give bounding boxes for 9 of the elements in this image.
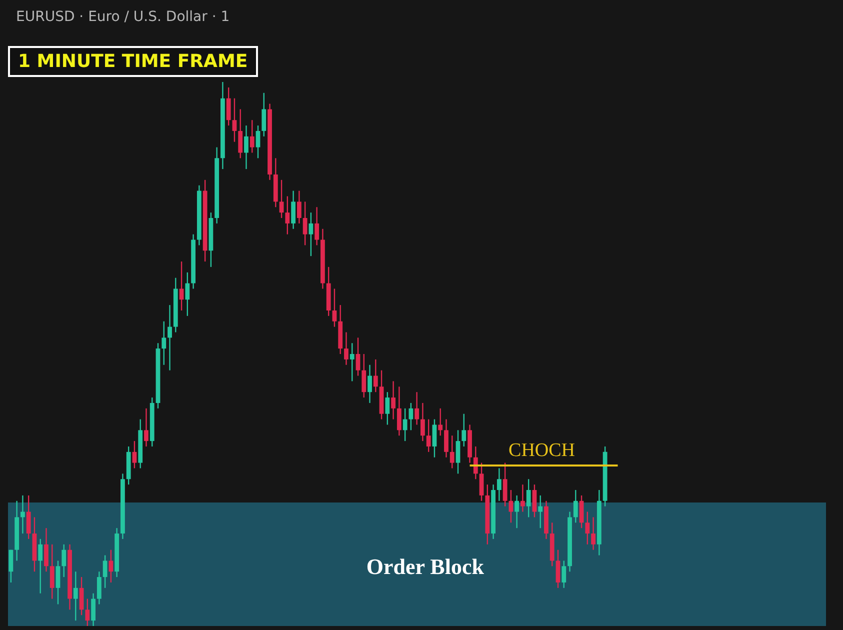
candlestick (391, 381, 396, 420)
candlestick (168, 305, 172, 370)
candlestick (144, 408, 148, 446)
band-label: Order Block (366, 554, 485, 579)
chart-title: EURUSD · Euro / U.S. Dollar · 1 (16, 9, 230, 25)
candlestick (20, 495, 25, 534)
text: 1 MINUTE TIME FRAME (8, 46, 258, 77)
ref-line-label: CHOCH (508, 440, 576, 462)
candlestick (520, 484, 525, 512)
